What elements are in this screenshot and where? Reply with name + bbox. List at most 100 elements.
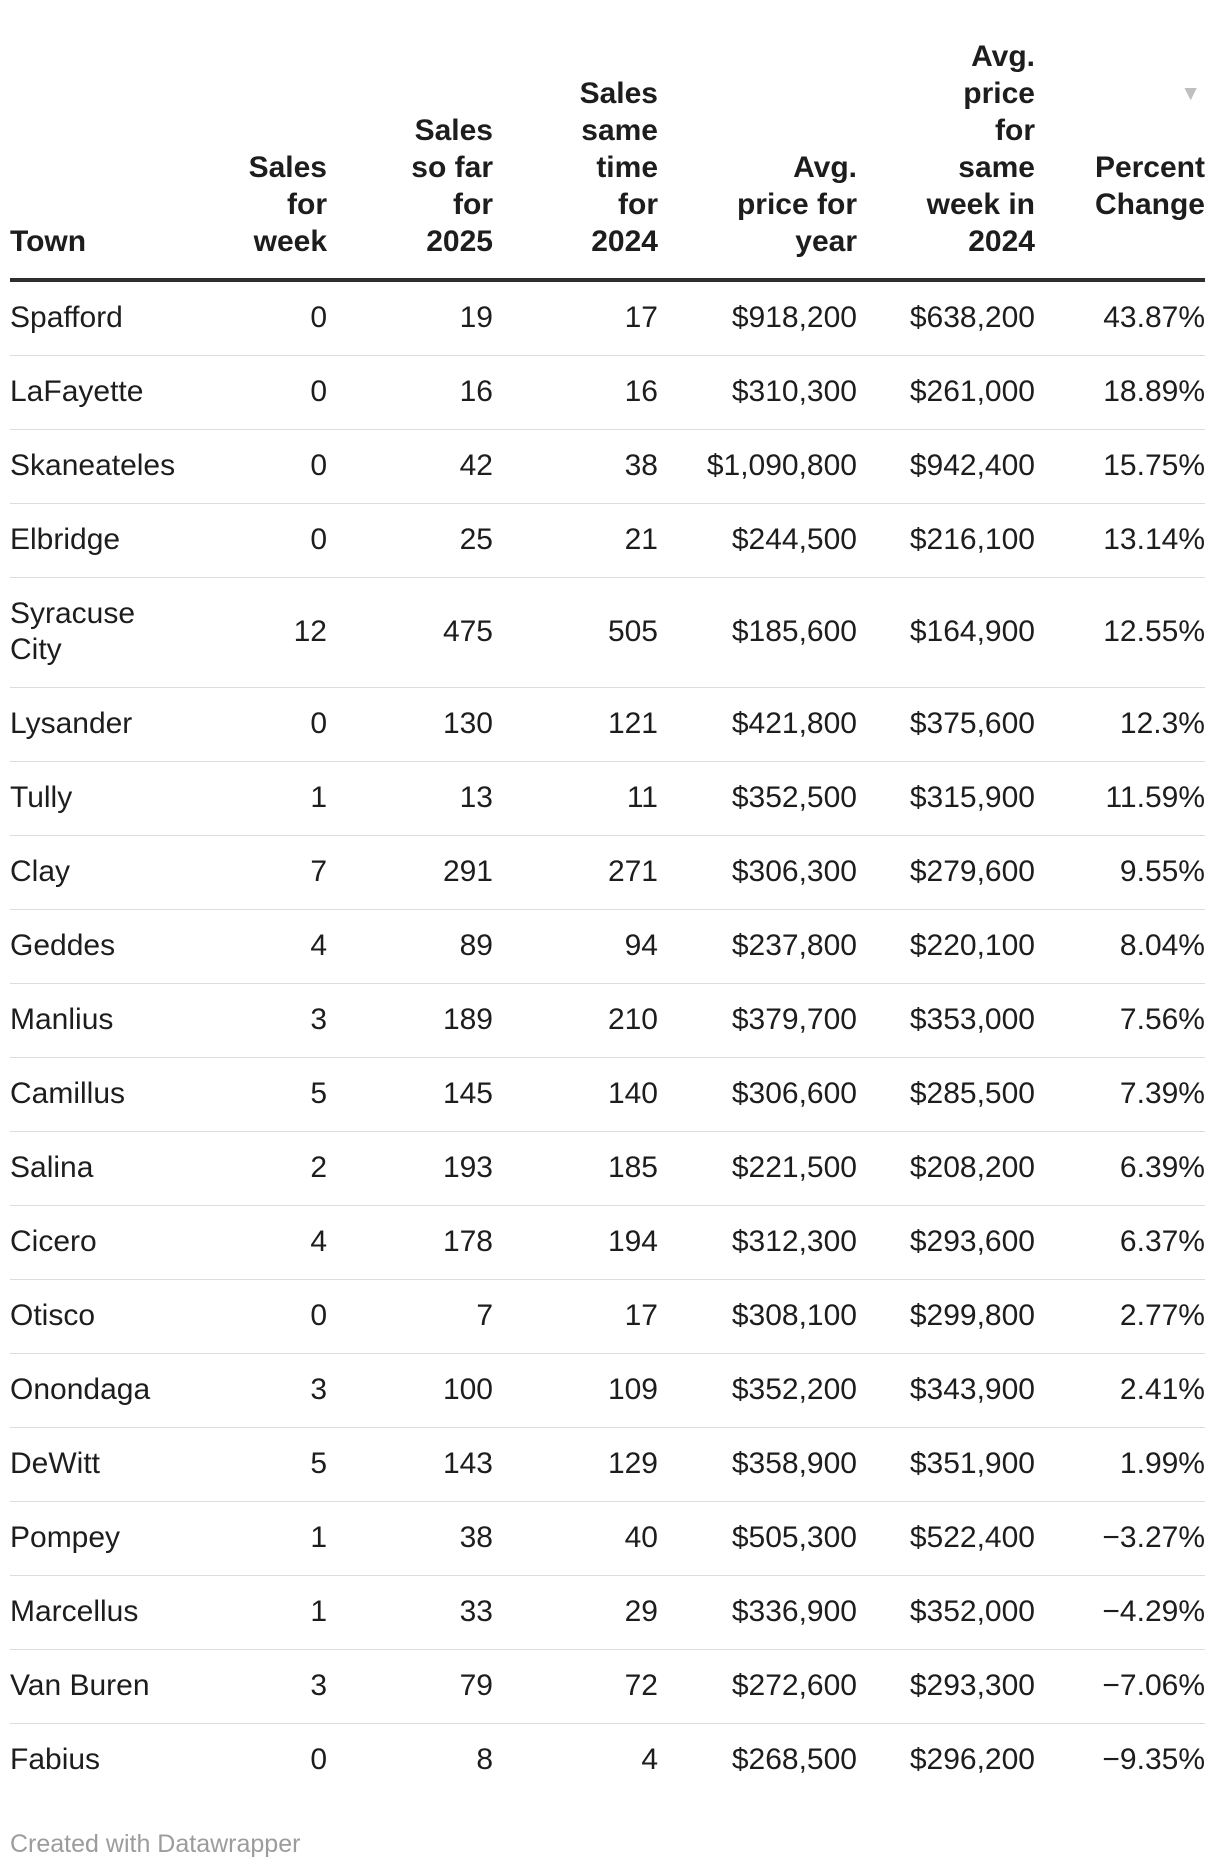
cell-sales-2024: 271 bbox=[607, 855, 658, 888]
cell-sales-2024: 72 bbox=[624, 1669, 658, 1702]
cell-sales-2025: 145 bbox=[442, 1077, 493, 1110]
cell-avg-price-year: $306,300 bbox=[731, 855, 857, 888]
cell-avg-price-year: $421,800 bbox=[731, 707, 857, 740]
cell-town: Tully bbox=[10, 781, 73, 814]
cell-sales-week: 2 bbox=[310, 1151, 327, 1184]
table-row: Camillus 5 145 140 $306,600 $285,500 7.39% bbox=[10, 1057, 1205, 1132]
cell-avg-price-year: $185,600 bbox=[731, 615, 857, 648]
table-row: Geddes 4 89 94 $237,800 $220,100 8.04% bbox=[10, 909, 1205, 984]
cell-sales-2024: 94 bbox=[624, 929, 658, 962]
cell-sales-2024: 109 bbox=[607, 1373, 658, 1406]
cell-avg-price-2024: $343,900 bbox=[909, 1373, 1035, 1406]
column-header-sales-2025[interactable]: Sales so far for 2025 bbox=[411, 114, 493, 258]
cell-avg-price-year: $221,500 bbox=[731, 1151, 857, 1184]
cell-sales-2024: 38 bbox=[624, 449, 658, 482]
cell-town: Marcellus bbox=[10, 1595, 139, 1628]
table-row: Van Buren 3 79 72 $272,600 $293,300 −7.06% bbox=[10, 1649, 1205, 1724]
table-row: DeWitt 5 143 129 $358,900 $351,900 1.99% bbox=[10, 1427, 1205, 1502]
cell-avg-price-2024: $261,000 bbox=[909, 375, 1035, 408]
cell-avg-price-2024: $208,200 bbox=[909, 1151, 1035, 1184]
cell-town: Manlius bbox=[10, 1003, 114, 1036]
table-row: Clay 7 291 271 $306,300 $279,600 9.55% bbox=[10, 835, 1205, 910]
cell-sales-2025: 25 bbox=[459, 523, 493, 556]
cell-sales-2025: 100 bbox=[442, 1373, 493, 1406]
column-header-town[interactable]: Town bbox=[10, 225, 87, 258]
cell-avg-price-2024: $164,900 bbox=[909, 615, 1035, 648]
cell-sales-2025: 475 bbox=[442, 615, 493, 648]
cell-town: Cicero bbox=[10, 1225, 97, 1258]
cell-sales-2024: 185 bbox=[607, 1151, 658, 1184]
cell-sales-2025: 178 bbox=[442, 1225, 493, 1258]
cell-pct-change: 12.55% bbox=[1103, 615, 1205, 648]
cell-sales-2024: 129 bbox=[607, 1447, 658, 1480]
cell-avg-price-year: $505,300 bbox=[731, 1521, 857, 1554]
cell-avg-price-2024: $220,100 bbox=[909, 929, 1035, 962]
cell-town: Elbridge bbox=[10, 523, 121, 556]
cell-pct-change: 2.41% bbox=[1119, 1373, 1205, 1406]
cell-town: Syracuse City bbox=[10, 597, 136, 666]
table-row: Pompey 1 38 40 $505,300 $522,400 −3.27% bbox=[10, 1501, 1205, 1576]
column-header-avg-price-2024[interactable]: Avg. price for same week in 2024 bbox=[926, 40, 1035, 258]
cell-town: Otisco bbox=[10, 1299, 96, 1332]
cell-avg-price-2024: $285,500 bbox=[909, 1077, 1035, 1110]
cell-sales-week: 0 bbox=[310, 375, 327, 408]
cell-pct-change: 15.75% bbox=[1103, 449, 1205, 482]
cell-sales-week: 1 bbox=[310, 781, 327, 814]
cell-sales-2025: 19 bbox=[459, 301, 493, 334]
cell-sales-2025: 42 bbox=[459, 449, 493, 482]
cell-sales-week: 1 bbox=[310, 1595, 327, 1628]
cell-pct-change: −4.29% bbox=[1102, 1595, 1205, 1628]
cell-town: Clay bbox=[10, 855, 71, 888]
cell-avg-price-year: $272,600 bbox=[731, 1669, 857, 1702]
cell-sales-week: 4 bbox=[310, 1225, 327, 1258]
cell-sales-2025: 38 bbox=[459, 1521, 493, 1554]
cell-avg-price-year: $352,200 bbox=[731, 1373, 857, 1406]
table-row: Manlius 3 189 210 $379,700 $353,000 7.56% bbox=[10, 983, 1205, 1058]
cell-avg-price-2024: $522,400 bbox=[909, 1521, 1035, 1554]
cell-pct-change: 18.89% bbox=[1103, 375, 1205, 408]
cell-sales-2024: 17 bbox=[624, 1299, 658, 1332]
cell-town: Van Buren bbox=[10, 1669, 150, 1702]
cell-sales-2025: 79 bbox=[459, 1669, 493, 1702]
cell-sales-week: 12 bbox=[293, 615, 327, 648]
cell-sales-2024: 40 bbox=[624, 1521, 658, 1554]
cell-avg-price-2024: $299,800 bbox=[909, 1299, 1035, 1332]
cell-sales-2024: 21 bbox=[624, 523, 658, 556]
cell-sales-2024: 29 bbox=[624, 1595, 658, 1628]
cell-town: Onondaga bbox=[10, 1373, 151, 1406]
cell-sales-2025: 130 bbox=[442, 707, 493, 740]
cell-avg-price-2024: $315,900 bbox=[909, 781, 1035, 814]
cell-town: Lysander bbox=[10, 707, 133, 740]
cell-sales-2025: 89 bbox=[459, 929, 493, 962]
column-header-pct-change[interactable]: ▼ Percent Change bbox=[1035, 38, 1205, 280]
cell-pct-change: 7.56% bbox=[1119, 1003, 1205, 1036]
cell-pct-change: 11.59% bbox=[1105, 781, 1205, 814]
table-row: LaFayette 0 16 16 $310,300 $261,000 18.89% bbox=[10, 355, 1205, 430]
cell-sales-2025: 189 bbox=[442, 1003, 493, 1036]
table-row: Lysander 0 130 121 $421,800 $375,600 12.3% bbox=[10, 687, 1205, 762]
cell-pct-change: 7.39% bbox=[1119, 1077, 1205, 1110]
cell-sales-2024: 121 bbox=[607, 707, 658, 740]
cell-sales-2025: 143 bbox=[442, 1447, 493, 1480]
cell-sales-2024: 17 bbox=[624, 301, 658, 334]
cell-avg-price-2024: $351,900 bbox=[909, 1447, 1035, 1480]
cell-sales-2025: 7 bbox=[476, 1299, 493, 1332]
cell-sales-2024: 4 bbox=[641, 1743, 658, 1776]
cell-avg-price-2024: $638,200 bbox=[909, 301, 1035, 334]
table-header: Town Sales for week Sales so far for 202… bbox=[10, 38, 1205, 280]
table-row: Skaneateles 0 42 38 $1,090,800 $942,400 15.75% bbox=[10, 429, 1205, 504]
cell-sales-week: 0 bbox=[310, 301, 327, 334]
column-header-sales-week[interactable]: Sales for week bbox=[248, 151, 327, 258]
column-header-sales-2024[interactable]: Sales same time for 2024 bbox=[579, 77, 658, 258]
cell-pct-change: 13.14% bbox=[1103, 523, 1205, 556]
cell-pct-change: 43.87% bbox=[1103, 301, 1205, 334]
cell-pct-change: 12.3% bbox=[1119, 707, 1205, 740]
cell-pct-change: −9.35% bbox=[1102, 1743, 1205, 1776]
sales-table: Town Sales for week Sales so far for 202… bbox=[10, 38, 1205, 1797]
column-header-avg-price-year[interactable]: Avg. price for year bbox=[736, 151, 857, 258]
cell-sales-week: 5 bbox=[310, 1447, 327, 1480]
cell-pct-change: −7.06% bbox=[1102, 1669, 1205, 1702]
cell-sales-2025: 193 bbox=[442, 1151, 493, 1184]
cell-pct-change: 1.99% bbox=[1119, 1447, 1205, 1480]
cell-avg-price-2024: $216,100 bbox=[909, 523, 1035, 556]
